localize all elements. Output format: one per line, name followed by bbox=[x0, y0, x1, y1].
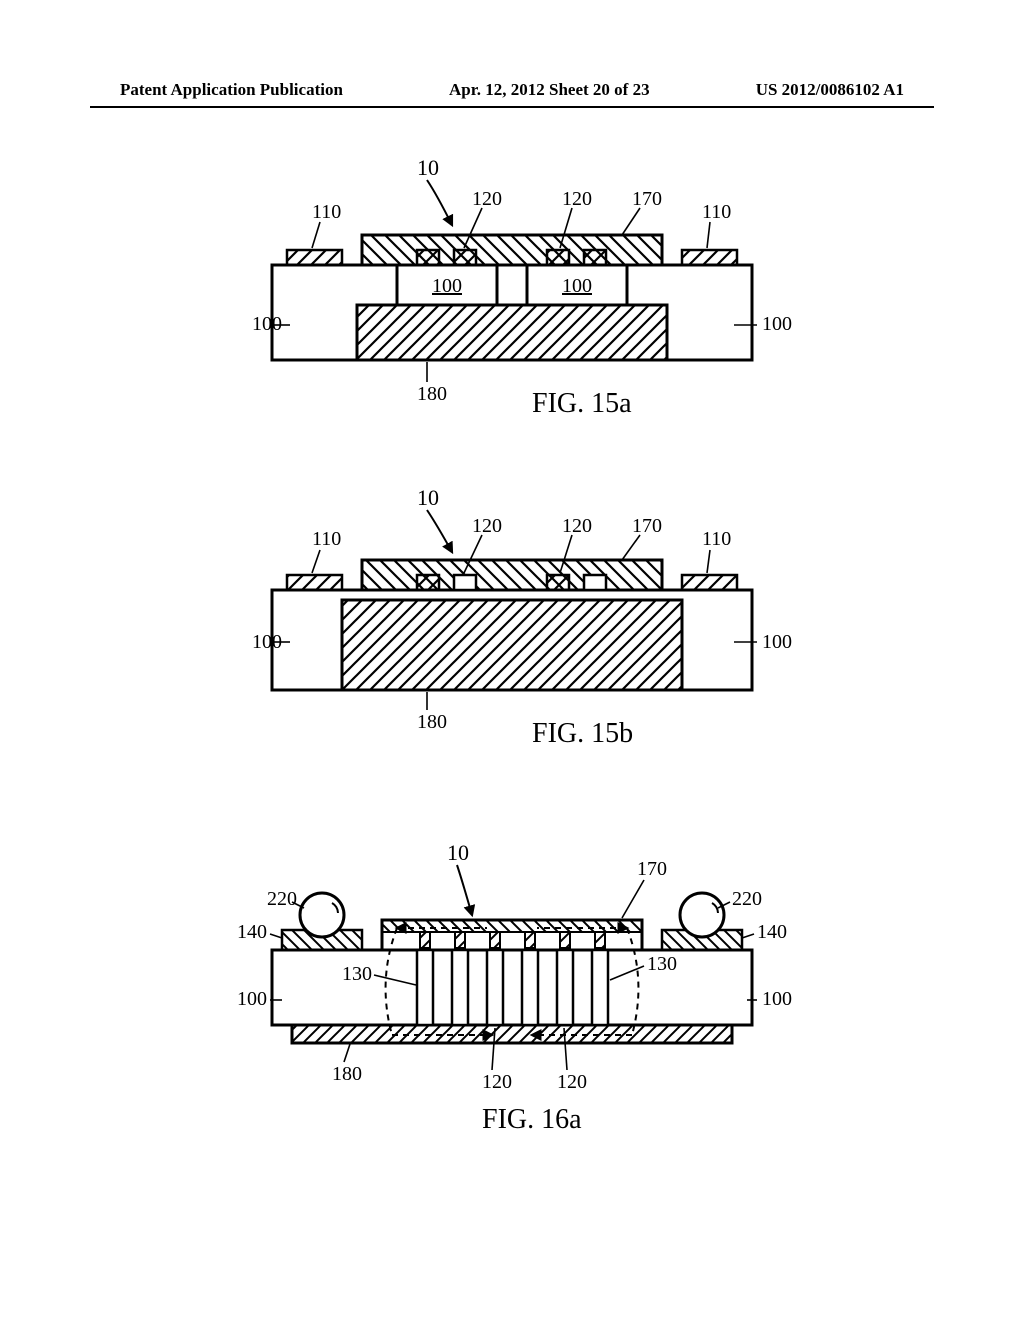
label-100r: 100 bbox=[762, 313, 792, 335]
label-220l: 220 bbox=[267, 888, 297, 910]
caption-15b: FIG. 15b bbox=[532, 718, 633, 749]
label-100l: 100 bbox=[237, 988, 267, 1010]
label-130l: 130 bbox=[342, 963, 372, 985]
label-120a: 120 bbox=[482, 1071, 512, 1093]
fig15b-svg: 10 110 120 120 170 110 100 100 180 FIG. … bbox=[202, 480, 822, 760]
label-140r: 140 bbox=[757, 921, 787, 943]
header-center: Apr. 12, 2012 Sheet 20 of 23 bbox=[449, 80, 650, 100]
label-100r: 100 bbox=[762, 988, 792, 1010]
header-right: US 2012/0086102 A1 bbox=[756, 80, 904, 100]
fig16a-svg: 10 170 220 220 140 140 100 100 130 130 1… bbox=[192, 830, 832, 1150]
label-100r: 100 bbox=[762, 631, 792, 653]
label-170: 170 bbox=[632, 515, 662, 537]
label-120b: 120 bbox=[562, 188, 592, 210]
figure-15b: 10 110 120 120 170 110 100 100 180 FIG. … bbox=[0, 480, 1024, 780]
label-180: 180 bbox=[332, 1063, 362, 1085]
label-180: 180 bbox=[417, 383, 447, 405]
label-110r: 110 bbox=[702, 201, 731, 223]
fig15a-svg: 100 100 10 110 120 120 170 110 bbox=[202, 150, 822, 430]
label-220r: 220 bbox=[732, 888, 762, 910]
header-rule bbox=[90, 106, 934, 108]
label-120a: 120 bbox=[472, 515, 502, 537]
label-120b: 120 bbox=[557, 1071, 587, 1093]
label-100l: 100 bbox=[252, 313, 282, 335]
header-row: Patent Application Publication Apr. 12, … bbox=[0, 80, 1024, 106]
page: Patent Application Publication Apr. 12, … bbox=[0, 0, 1024, 1320]
caption-15a: FIG. 15a bbox=[532, 388, 632, 419]
figure-16a: 10 170 220 220 140 140 100 100 130 130 1… bbox=[0, 830, 1024, 1170]
label-110l: 110 bbox=[312, 201, 341, 223]
label-170: 170 bbox=[632, 188, 662, 210]
label-inner100b: 100 bbox=[562, 275, 592, 297]
label-10: 10 bbox=[417, 485, 439, 510]
label-140l: 140 bbox=[237, 921, 267, 943]
header-left: Patent Application Publication bbox=[120, 80, 343, 100]
label-170: 170 bbox=[637, 858, 667, 880]
label-130r: 130 bbox=[647, 953, 677, 975]
page-header: Patent Application Publication Apr. 12, … bbox=[0, 80, 1024, 108]
label-10: 10 bbox=[447, 840, 469, 865]
label-inner100a: 100 bbox=[432, 275, 462, 297]
label-10: 10 bbox=[417, 155, 439, 180]
label-120b: 120 bbox=[562, 515, 592, 537]
label-110r: 110 bbox=[702, 528, 731, 550]
figure-15a: 100 100 10 110 120 120 170 110 bbox=[0, 150, 1024, 450]
label-110l: 110 bbox=[312, 528, 341, 550]
label-180: 180 bbox=[417, 711, 447, 733]
caption-16a: FIG. 16a bbox=[482, 1104, 582, 1135]
label-120a: 120 bbox=[472, 188, 502, 210]
